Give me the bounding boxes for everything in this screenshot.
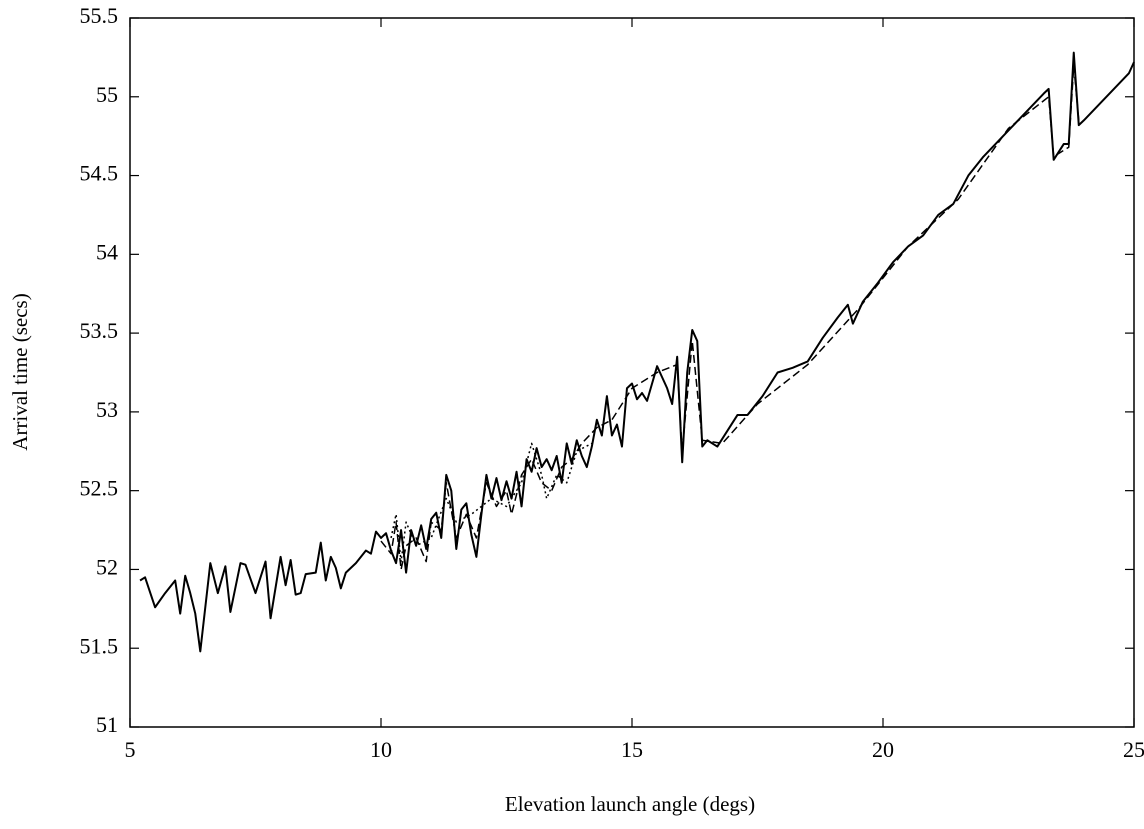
y-tick-label: 51 [96,712,118,737]
x-tick-label: 25 [1123,737,1144,762]
y-tick-label: 51.5 [80,633,119,658]
y-tick-label: 54 [96,239,118,264]
series-line [390,442,593,563]
y-tick-label: 53 [96,397,118,422]
x-tick-label: 5 [125,737,136,762]
series-line [139,51,1135,653]
y-tick-label: 52.5 [80,476,119,501]
y-tick-label: 55 [96,82,118,107]
x-axis-title: Elevation launch angle (degs) [505,792,755,816]
plot-frame [129,17,1135,728]
y-tick-label: 53.5 [80,318,119,343]
y-tick-label: 52 [96,554,118,579]
y-axis-title: Arrival time (secs) [8,293,32,450]
x-tick-label: 15 [621,737,643,762]
x-tick-label: 20 [872,737,894,762]
x-tick-label: 10 [370,737,392,762]
y-tick-label: 54.5 [80,161,119,186]
y-tick-label: 55.5 [80,3,119,28]
series-line [380,64,1080,571]
